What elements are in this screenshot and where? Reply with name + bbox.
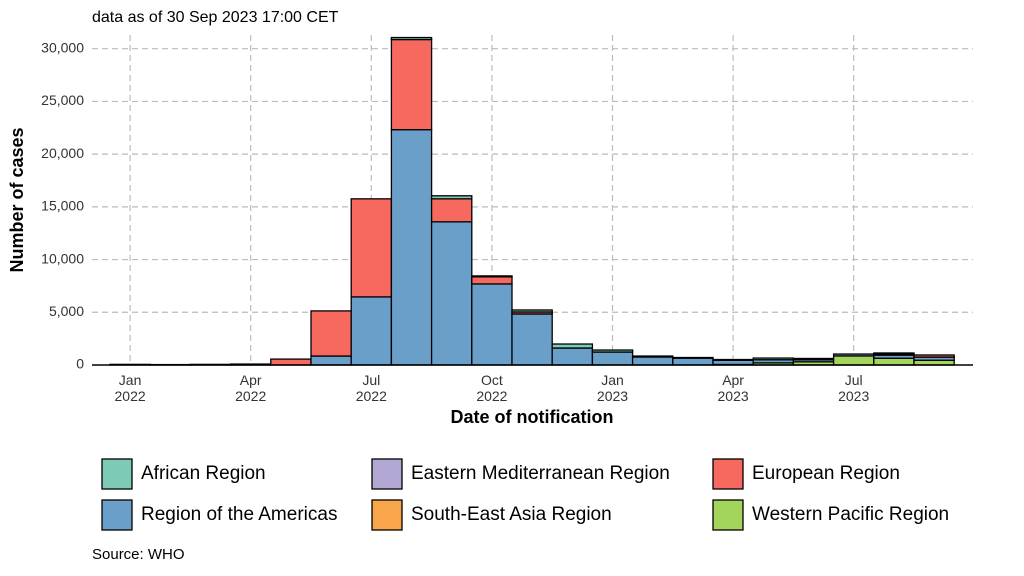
bar-segment <box>712 358 754 361</box>
bar-segment <box>873 357 915 366</box>
bar-segment <box>551 347 594 366</box>
bar-segment <box>430 195 473 200</box>
bar-segment <box>390 36 433 41</box>
legend-label: Region of the Americas <box>141 504 337 525</box>
bar-segment <box>390 38 433 131</box>
legend-swatch <box>712 499 744 531</box>
bar-segment <box>551 343 594 349</box>
bar-segment <box>752 357 795 361</box>
chart-subtitle: data as of 30 Sep 2023 17:00 CET <box>92 9 339 26</box>
bar-segment <box>913 354 955 358</box>
bar-segment <box>310 310 352 357</box>
bar-segment <box>310 355 352 366</box>
bar-segment <box>672 356 714 359</box>
source: Source: WHO <box>92 546 185 563</box>
bar-segment <box>390 129 433 366</box>
bar-segment <box>430 198 473 223</box>
x-tick-label: Jan 2022 <box>115 372 146 404</box>
legend-swatch <box>712 458 744 490</box>
legend-swatch <box>101 499 133 531</box>
y-tick-label: 30,000 <box>41 39 84 55</box>
y-tick-label: 15,000 <box>41 198 84 214</box>
bar-segment <box>591 351 634 366</box>
x-tick-label: Jul 2022 <box>356 372 387 404</box>
bar-segment <box>591 349 634 353</box>
bar-segment <box>631 356 674 366</box>
bar-segment <box>792 357 835 361</box>
x-tick-label: Jul 2023 <box>838 372 869 404</box>
legend-swatch <box>371 499 403 531</box>
y-tick-label: 25,000 <box>41 92 84 108</box>
legend-label: Eastern Mediterranean Region <box>411 463 670 484</box>
bar-segment <box>832 355 875 366</box>
bar-segment <box>873 352 915 355</box>
bar-segment <box>511 309 553 313</box>
x-tick-label: Apr 2022 <box>235 372 266 404</box>
x-tick-label: Oct 2022 <box>476 372 507 404</box>
y-axis-label: Number of cases <box>7 127 27 272</box>
y-tick-label: 20,000 <box>41 145 84 161</box>
bar-segment <box>471 275 513 278</box>
x-tick-label: Apr 2023 <box>718 372 749 404</box>
legend-label: European Region <box>752 463 900 484</box>
bar-segment <box>350 296 393 366</box>
y-tick-label: 10,000 <box>41 250 84 266</box>
bar-segment <box>832 353 875 357</box>
legend-label: African Region <box>141 463 266 484</box>
x-axis-label: Date of notification <box>451 407 614 427</box>
x-tick-label: Jan 2023 <box>597 372 628 404</box>
legend-swatch <box>101 458 133 490</box>
legend-label: South-East Asia Region <box>411 504 612 525</box>
legend-label: Western Pacific Region <box>752 504 949 525</box>
bar-segment <box>270 358 312 366</box>
bar-segment <box>350 198 393 298</box>
y-tick-label: 5,000 <box>49 303 84 319</box>
legend-swatch <box>371 458 403 490</box>
bar-segment <box>430 221 473 366</box>
bar-segment <box>631 355 674 358</box>
bar-segment <box>672 357 714 366</box>
bar-segment <box>471 283 513 366</box>
y-tick-label: 0 <box>76 356 84 372</box>
bar-segment <box>471 276 513 285</box>
bar-segment <box>511 313 553 366</box>
